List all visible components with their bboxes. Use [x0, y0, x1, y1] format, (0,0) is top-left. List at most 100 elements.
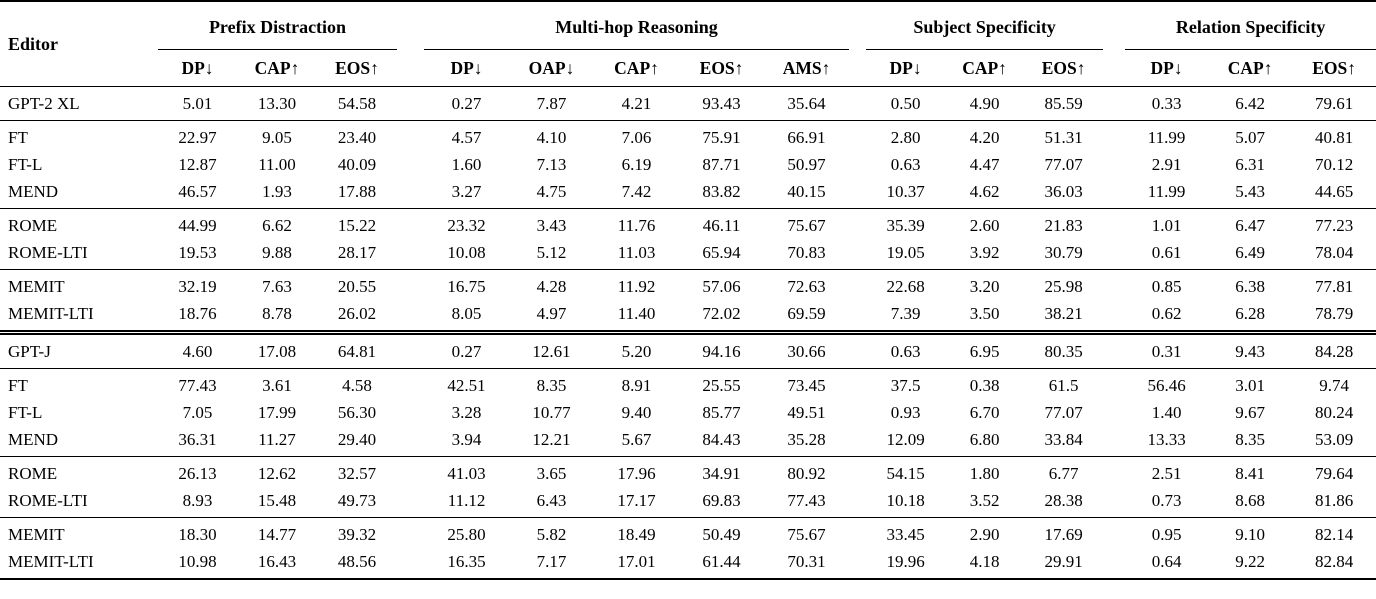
cell: 10.77 [532, 403, 571, 422]
cell: 72.02 [702, 304, 741, 323]
cell: 0.93 [890, 403, 921, 422]
col-header-ams: AMS↑ [782, 57, 831, 78]
cell: 5.67 [621, 430, 652, 449]
cell: 70.31 [787, 552, 826, 571]
group-gap [397, 87, 424, 121]
cell: 40.81 [1314, 128, 1354, 147]
cell: 2.90 [969, 525, 1000, 544]
row-label-gpt-j: GPT-J [8, 342, 51, 361]
row-label-ft: FT [8, 128, 28, 147]
cell: 6.47 [1235, 216, 1265, 235]
cell: 10.18 [886, 491, 925, 510]
cell: 85.77 [702, 403, 741, 422]
cell: 3.28 [451, 403, 482, 422]
group-gap [849, 487, 866, 518]
group-header-relation-specificity: Relation Specificity [1125, 1, 1376, 50]
cell: 70.12 [1314, 155, 1354, 174]
cell: 4.60 [182, 342, 213, 361]
cell: 6.70 [969, 403, 1000, 422]
cell: 65.94 [702, 243, 741, 262]
table-section: GPT-2 XL 5.01 13.30 54.58 0.27 7.87 4.21 93.43 3… [0, 87, 1376, 121]
cell: 2.91 [1151, 155, 1182, 174]
cell: 5.82 [536, 525, 567, 544]
cell: 3.92 [969, 243, 1000, 262]
cell: 50.49 [702, 525, 741, 544]
cell: 19.53 [178, 243, 217, 262]
cell: 21.83 [1044, 216, 1083, 235]
cell: 25.55 [702, 376, 741, 395]
cell: 41.03 [447, 464, 486, 483]
table-row: ROME-LTI 19.53 9.88 28.17 10.08 5.12 11.03 65.9… [0, 239, 1376, 270]
cell: 87.71 [702, 155, 741, 174]
cell: 6.80 [969, 430, 1000, 449]
cell: 80.24 [1314, 403, 1354, 422]
cell: 4.90 [969, 94, 1000, 113]
cell: 77.43 [787, 491, 826, 510]
cell: 4.58 [342, 376, 372, 395]
cell: 0.63 [890, 342, 921, 361]
cell: 19.05 [886, 243, 925, 262]
cell: 6.19 [621, 155, 652, 174]
cell: 77.07 [1044, 155, 1083, 174]
cell: 44.99 [178, 216, 217, 235]
table-section: MEMIT 18.30 14.77 39.32 25.80 5.82 18.49 50.49 7… [0, 517, 1376, 580]
row-label-rome-lti: ROME-LTI [8, 243, 88, 262]
cell: 9.74 [1319, 376, 1349, 395]
cell: 77.43 [178, 376, 217, 395]
cell: 77.07 [1044, 403, 1083, 422]
cell: 8.35 [1235, 430, 1265, 449]
group-gap [849, 270, 866, 301]
cell: 28.38 [1044, 491, 1083, 510]
row-label-rome: ROME [8, 464, 58, 483]
cell: 12.09 [886, 430, 925, 449]
cell: 9.40 [621, 403, 652, 422]
cell: 77.23 [1314, 216, 1354, 235]
group-gap [849, 548, 866, 579]
cell: 9.22 [1235, 552, 1265, 571]
group-gap [1103, 333, 1125, 369]
cell: 1.93 [262, 182, 292, 201]
group-gap [1103, 151, 1125, 178]
cell: 3.27 [451, 182, 482, 201]
cell: 46.11 [702, 216, 741, 235]
cell: 35.28 [787, 430, 826, 449]
table-row: ROME 44.99 6.62 15.22 23.32 3.43 11.76 46.11 75.… [0, 209, 1376, 240]
cell: 23.32 [447, 216, 486, 235]
cell: 4.10 [536, 128, 567, 147]
table-row: MEMIT-LTI 18.76 8.78 26.02 8.05 4.97 11.40 72.0… [0, 300, 1376, 333]
col-header-dp: DP↓ [889, 57, 922, 78]
col-header-cap: CAP↑ [614, 57, 659, 78]
cell: 22.68 [886, 277, 925, 296]
table-row: ROME 26.13 12.62 32.57 41.03 3.65 17.96 34.91 80… [0, 457, 1376, 488]
cell: 7.05 [182, 403, 213, 422]
cell: 6.38 [1235, 277, 1265, 296]
group-gap [1103, 87, 1125, 121]
cell: 6.28 [1235, 304, 1265, 323]
cell: 19.96 [886, 552, 925, 571]
cell: 4.62 [969, 182, 1000, 201]
cell: 7.63 [262, 277, 292, 296]
cell: 12.62 [257, 464, 297, 483]
group-gap [397, 518, 424, 549]
cell: 35.39 [886, 216, 925, 235]
col-header-dp: DP↓ [1150, 57, 1183, 78]
table-section: FT 77.43 3.61 4.58 42.51 8.35 8.91 25.55 73.45 37… [0, 368, 1376, 457]
row-label-memit: MEMIT [8, 525, 65, 544]
cell: 32.57 [337, 464, 377, 483]
row-label-memit-lti: MEMIT-LTI [8, 552, 94, 571]
cell: 8.41 [1235, 464, 1265, 483]
cell: 6.95 [969, 342, 1000, 361]
cell: 70.83 [787, 243, 826, 262]
cell: 56.46 [1147, 376, 1186, 395]
group-gap [849, 518, 866, 549]
group-gap [1103, 270, 1125, 301]
cell: 14.77 [257, 525, 297, 544]
col-header-dp: DP↓ [450, 57, 483, 78]
cell: 40.09 [337, 155, 377, 174]
cell: 51.31 [1044, 128, 1083, 147]
cell: 13.33 [1147, 430, 1186, 449]
cell: 16.75 [447, 277, 486, 296]
cell: 5.43 [1235, 182, 1265, 201]
cell: 34.91 [702, 464, 741, 483]
col-header-cap: CAP↑ [254, 57, 300, 78]
